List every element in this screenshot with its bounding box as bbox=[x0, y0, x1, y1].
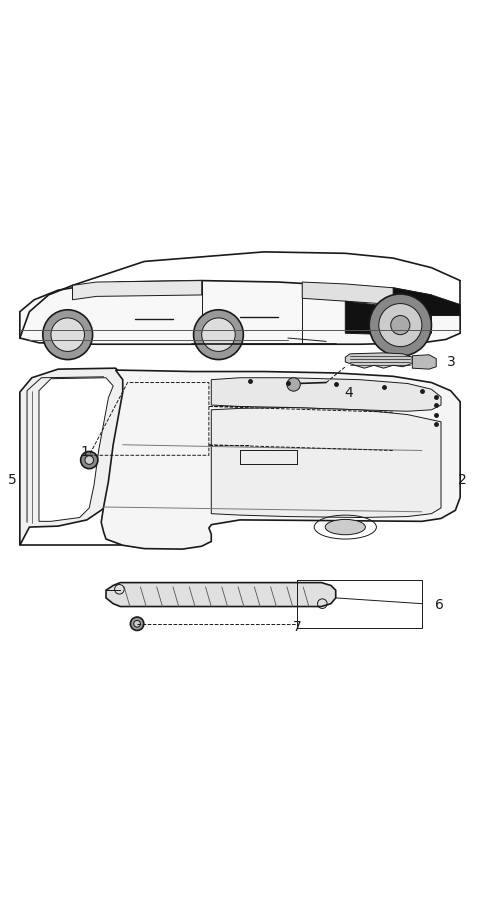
Text: 3: 3 bbox=[447, 354, 456, 368]
Polygon shape bbox=[302, 282, 432, 305]
Circle shape bbox=[81, 452, 98, 469]
Circle shape bbox=[379, 304, 422, 347]
Circle shape bbox=[202, 318, 235, 352]
Text: 1: 1 bbox=[80, 445, 89, 459]
Polygon shape bbox=[211, 408, 441, 518]
Circle shape bbox=[43, 310, 93, 360]
Circle shape bbox=[85, 456, 94, 465]
Text: 4: 4 bbox=[345, 386, 353, 400]
Text: 5: 5 bbox=[8, 473, 17, 487]
Circle shape bbox=[391, 317, 410, 336]
Circle shape bbox=[369, 295, 432, 357]
Polygon shape bbox=[345, 302, 432, 336]
Circle shape bbox=[51, 318, 84, 352]
Polygon shape bbox=[72, 281, 202, 300]
Text: 7: 7 bbox=[293, 619, 302, 633]
Polygon shape bbox=[101, 371, 460, 549]
Circle shape bbox=[193, 310, 243, 360]
Polygon shape bbox=[412, 355, 436, 370]
Polygon shape bbox=[20, 281, 460, 345]
Polygon shape bbox=[393, 289, 460, 317]
Polygon shape bbox=[211, 378, 441, 412]
Text: 6: 6 bbox=[435, 597, 444, 611]
Ellipse shape bbox=[325, 520, 365, 535]
Polygon shape bbox=[106, 583, 336, 607]
Circle shape bbox=[134, 621, 141, 628]
Polygon shape bbox=[20, 369, 128, 546]
Circle shape bbox=[131, 617, 144, 630]
Polygon shape bbox=[39, 378, 113, 521]
Polygon shape bbox=[345, 354, 412, 369]
Circle shape bbox=[287, 378, 300, 391]
Text: 2: 2 bbox=[458, 473, 467, 487]
